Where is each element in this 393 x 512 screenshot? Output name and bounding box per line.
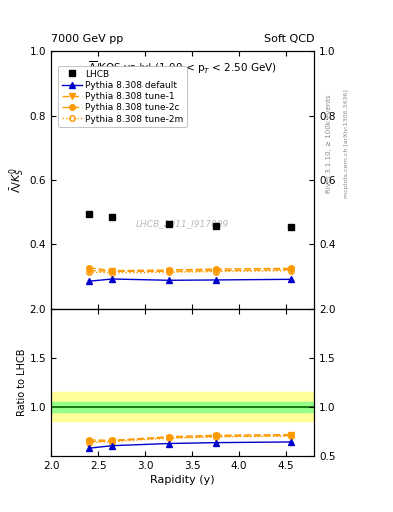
Text: 7000 GeV pp: 7000 GeV pp <box>51 33 123 44</box>
Bar <box>51 402 314 412</box>
Pythia 8.308 tune-2m <box>166 269 171 275</box>
Y-axis label: $\bar{\Lambda}/K^0_S$: $\bar{\Lambda}/K^0_S$ <box>8 167 27 193</box>
Line: LHCB: LHCB <box>85 210 294 230</box>
Pythia 8.308 tune-2m <box>288 268 293 274</box>
Pythia 8.308 default <box>110 276 115 282</box>
Pythia 8.308 tune-2c <box>166 267 171 273</box>
LHCB <box>288 223 293 229</box>
Pythia 8.308 tune-1 <box>86 268 91 274</box>
Pythia 8.308 default <box>166 277 171 283</box>
Line: Pythia 8.308 tune-2c: Pythia 8.308 tune-2c <box>86 265 294 273</box>
Line: Pythia 8.308 default: Pythia 8.308 default <box>86 276 294 284</box>
Pythia 8.308 tune-1 <box>288 267 293 273</box>
Text: LHCB_2011_I917009: LHCB_2011_I917009 <box>136 219 230 228</box>
Pythia 8.308 default <box>86 278 91 284</box>
Text: Rivet 3.1.10, ≥ 100k events: Rivet 3.1.10, ≥ 100k events <box>326 94 332 193</box>
Pythia 8.308 tune-1 <box>166 268 171 274</box>
Pythia 8.308 tune-1 <box>110 268 115 274</box>
LHCB <box>86 210 91 217</box>
Y-axis label: Ratio to LHCB: Ratio to LHCB <box>17 348 27 416</box>
Pythia 8.308 tune-2m <box>213 268 218 274</box>
Pythia 8.308 default <box>213 277 218 283</box>
Pythia 8.308 tune-2c <box>213 266 218 272</box>
Text: $\overline{\Lambda}$/KOS vs |y| (1.00 < p$_T$ < 2.50 GeV): $\overline{\Lambda}$/KOS vs |y| (1.00 < … <box>88 59 277 75</box>
Line: Pythia 8.308 tune-1: Pythia 8.308 tune-1 <box>86 267 294 274</box>
Text: mcplots.cern.ch [arXiv:1306.3436]: mcplots.cern.ch [arXiv:1306.3436] <box>344 89 349 198</box>
Pythia 8.308 tune-2c <box>288 265 293 271</box>
Pythia 8.308 default <box>288 276 293 283</box>
LHCB <box>110 214 115 220</box>
LHCB <box>213 223 218 229</box>
Pythia 8.308 tune-2c <box>110 268 115 274</box>
Legend: LHCB, Pythia 8.308 default, Pythia 8.308 tune-1, Pythia 8.308 tune-2c, Pythia 8.: LHCB, Pythia 8.308 default, Pythia 8.308… <box>58 66 187 127</box>
Line: Pythia 8.308 tune-2m: Pythia 8.308 tune-2m <box>86 268 294 275</box>
Pythia 8.308 tune-1 <box>213 268 218 274</box>
Pythia 8.308 tune-2m <box>110 270 115 276</box>
Bar <box>51 392 314 421</box>
Text: Soft QCD: Soft QCD <box>264 33 314 44</box>
X-axis label: Rapidity (y): Rapidity (y) <box>151 475 215 485</box>
LHCB <box>166 221 171 227</box>
Pythia 8.308 tune-2m <box>86 269 91 275</box>
Pythia 8.308 tune-2c <box>86 265 91 271</box>
